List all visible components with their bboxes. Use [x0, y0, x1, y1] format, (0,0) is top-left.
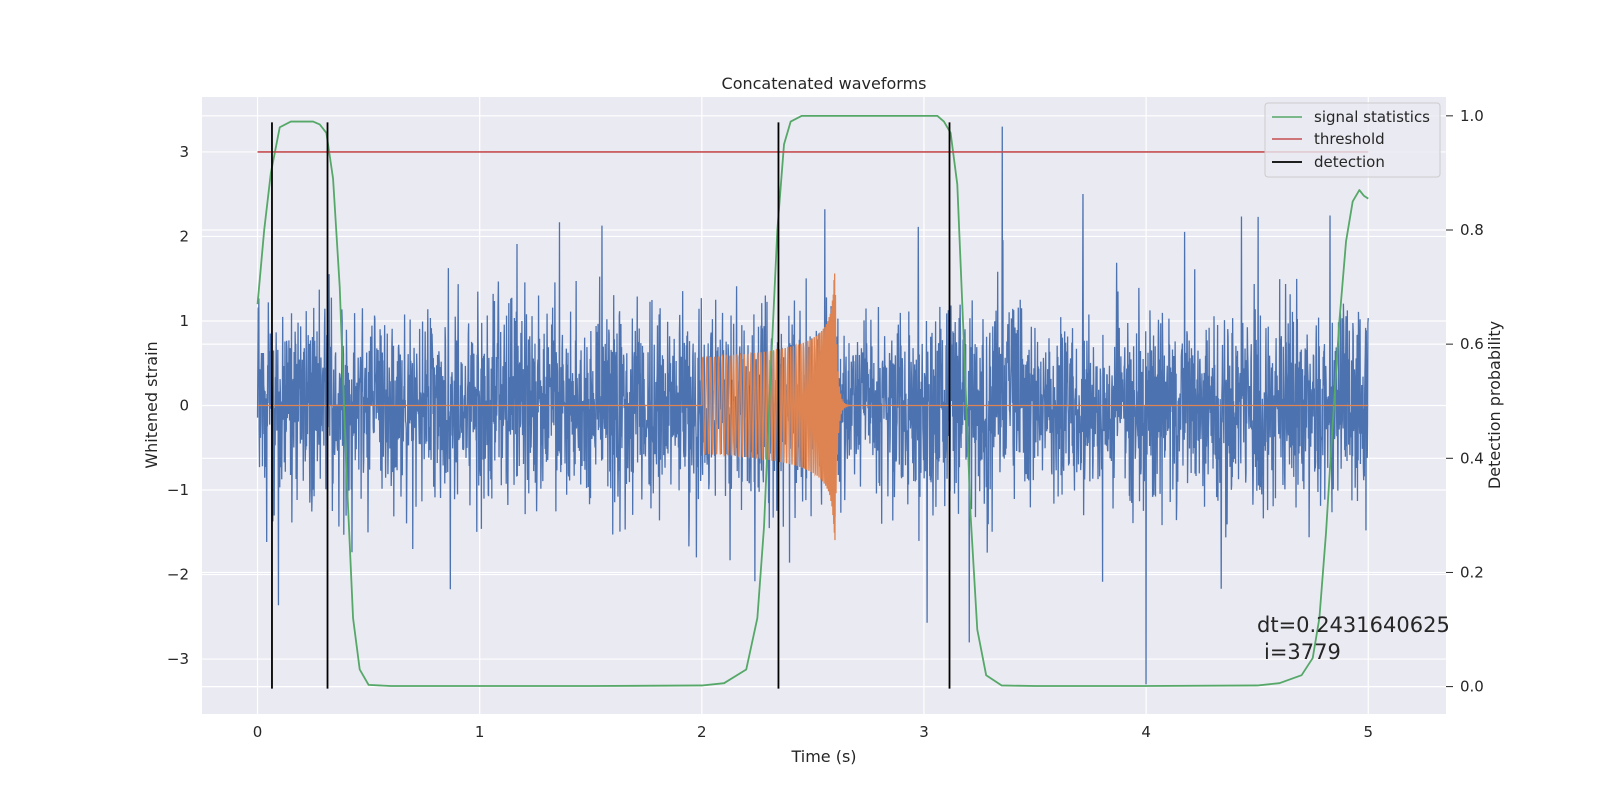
- y-tick-label: 0: [179, 397, 189, 415]
- y-tick-label: −1: [167, 481, 189, 499]
- y2-tick-label: 0.4: [1460, 449, 1484, 467]
- injected-signal-series: [257, 273, 1369, 541]
- signal-statistics-series: [256, 114, 1369, 687]
- x-tick-label: 0: [253, 723, 263, 741]
- signal-statistics-line: [256, 114, 1369, 687]
- x-tick-label: 3: [919, 723, 929, 741]
- y2-tick-label: 0.8: [1460, 221, 1484, 239]
- y2-tick-label: 0.0: [1460, 678, 1484, 696]
- y-tick-label: −3: [167, 650, 189, 668]
- y-axis-label: Whitened strain: [142, 341, 161, 468]
- legend-label-signal-statistics: signal statistics: [1314, 108, 1430, 126]
- y2-axis-ticks: 0.0 0.2 0.4 0.6 0.8 1.0: [1446, 107, 1484, 696]
- legend-box: [1264, 102, 1441, 178]
- x-axis-label: Time (s): [790, 747, 856, 766]
- y2-tick-label: 1.0: [1460, 107, 1484, 125]
- x-tick-label: 5: [1363, 723, 1373, 741]
- annotation-i: i=3779: [1264, 640, 1341, 664]
- y-tick-label: 1: [179, 312, 189, 330]
- y2-tick-label: 0.2: [1460, 563, 1484, 581]
- chart-title: Concatenated waveforms: [722, 74, 927, 93]
- legend-label-threshold: threshold: [1314, 130, 1385, 148]
- x-tick-label: 1: [475, 723, 485, 741]
- annotation-dt: dt=0.2431640625: [1257, 613, 1450, 637]
- x-tick-label: 4: [1141, 723, 1151, 741]
- x-axis-ticks: 0 1 2 3 4 5: [253, 723, 1373, 741]
- legend-label-detection: detection: [1314, 153, 1385, 171]
- detection-series: [271, 122, 951, 689]
- y-tick-label: −2: [167, 566, 189, 584]
- x-tick-label: 2: [697, 723, 707, 741]
- y-tick-label: 3: [179, 143, 189, 161]
- y2-axis-label: Detection probability: [1485, 321, 1504, 489]
- y-tick-label: 2: [179, 227, 189, 245]
- legend: signal statistics threshold detection: [1264, 102, 1441, 178]
- chirp-line: [257, 273, 1369, 541]
- y-axis-ticks: −3 −2 −1 0 1 2 3: [167, 143, 189, 668]
- y2-tick-label: 0.6: [1460, 335, 1484, 353]
